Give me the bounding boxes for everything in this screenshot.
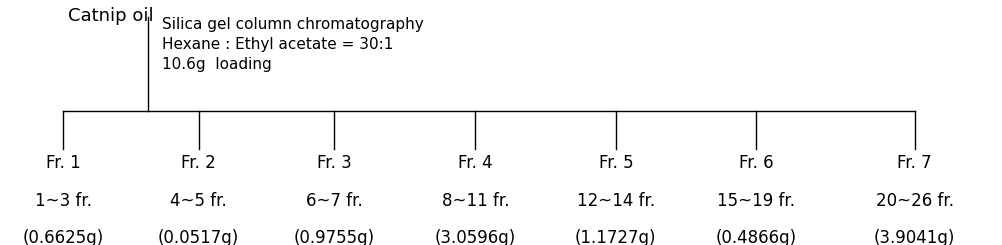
Text: Catnip oil: Catnip oil <box>68 7 153 25</box>
Text: 4~5 fr.: 4~5 fr. <box>170 192 226 210</box>
Text: Fr. 4: Fr. 4 <box>458 154 492 172</box>
Text: 8~11 fr.: 8~11 fr. <box>441 192 509 210</box>
Text: Fr. 2: Fr. 2 <box>181 154 215 172</box>
Text: 6~7 fr.: 6~7 fr. <box>306 192 362 210</box>
Text: Fr. 6: Fr. 6 <box>738 154 773 172</box>
Text: Fr. 5: Fr. 5 <box>598 154 632 172</box>
Text: (0.9755g): (0.9755g) <box>294 229 374 245</box>
Text: (1.1727g): (1.1727g) <box>574 229 656 245</box>
Text: (0.4866g): (0.4866g) <box>715 229 796 245</box>
Text: Fr. 3: Fr. 3 <box>317 154 351 172</box>
Text: 20~26 fr.: 20~26 fr. <box>875 192 953 210</box>
Text: Silica gel column chromatography
Hexane : Ethyl acetate = 30:1
10.6g  loading: Silica gel column chromatography Hexane … <box>162 17 424 72</box>
Text: 15~19 fr.: 15~19 fr. <box>716 192 795 210</box>
Text: 12~14 fr.: 12~14 fr. <box>576 192 654 210</box>
Text: (0.6625g): (0.6625g) <box>22 229 104 245</box>
Text: (3.9041g): (3.9041g) <box>873 229 955 245</box>
Text: (0.0517g): (0.0517g) <box>157 229 239 245</box>
Text: Fr. 7: Fr. 7 <box>897 154 931 172</box>
Text: Fr. 1: Fr. 1 <box>46 154 80 172</box>
Text: 1~3 fr.: 1~3 fr. <box>35 192 91 210</box>
Text: (3.0596g): (3.0596g) <box>434 229 516 245</box>
